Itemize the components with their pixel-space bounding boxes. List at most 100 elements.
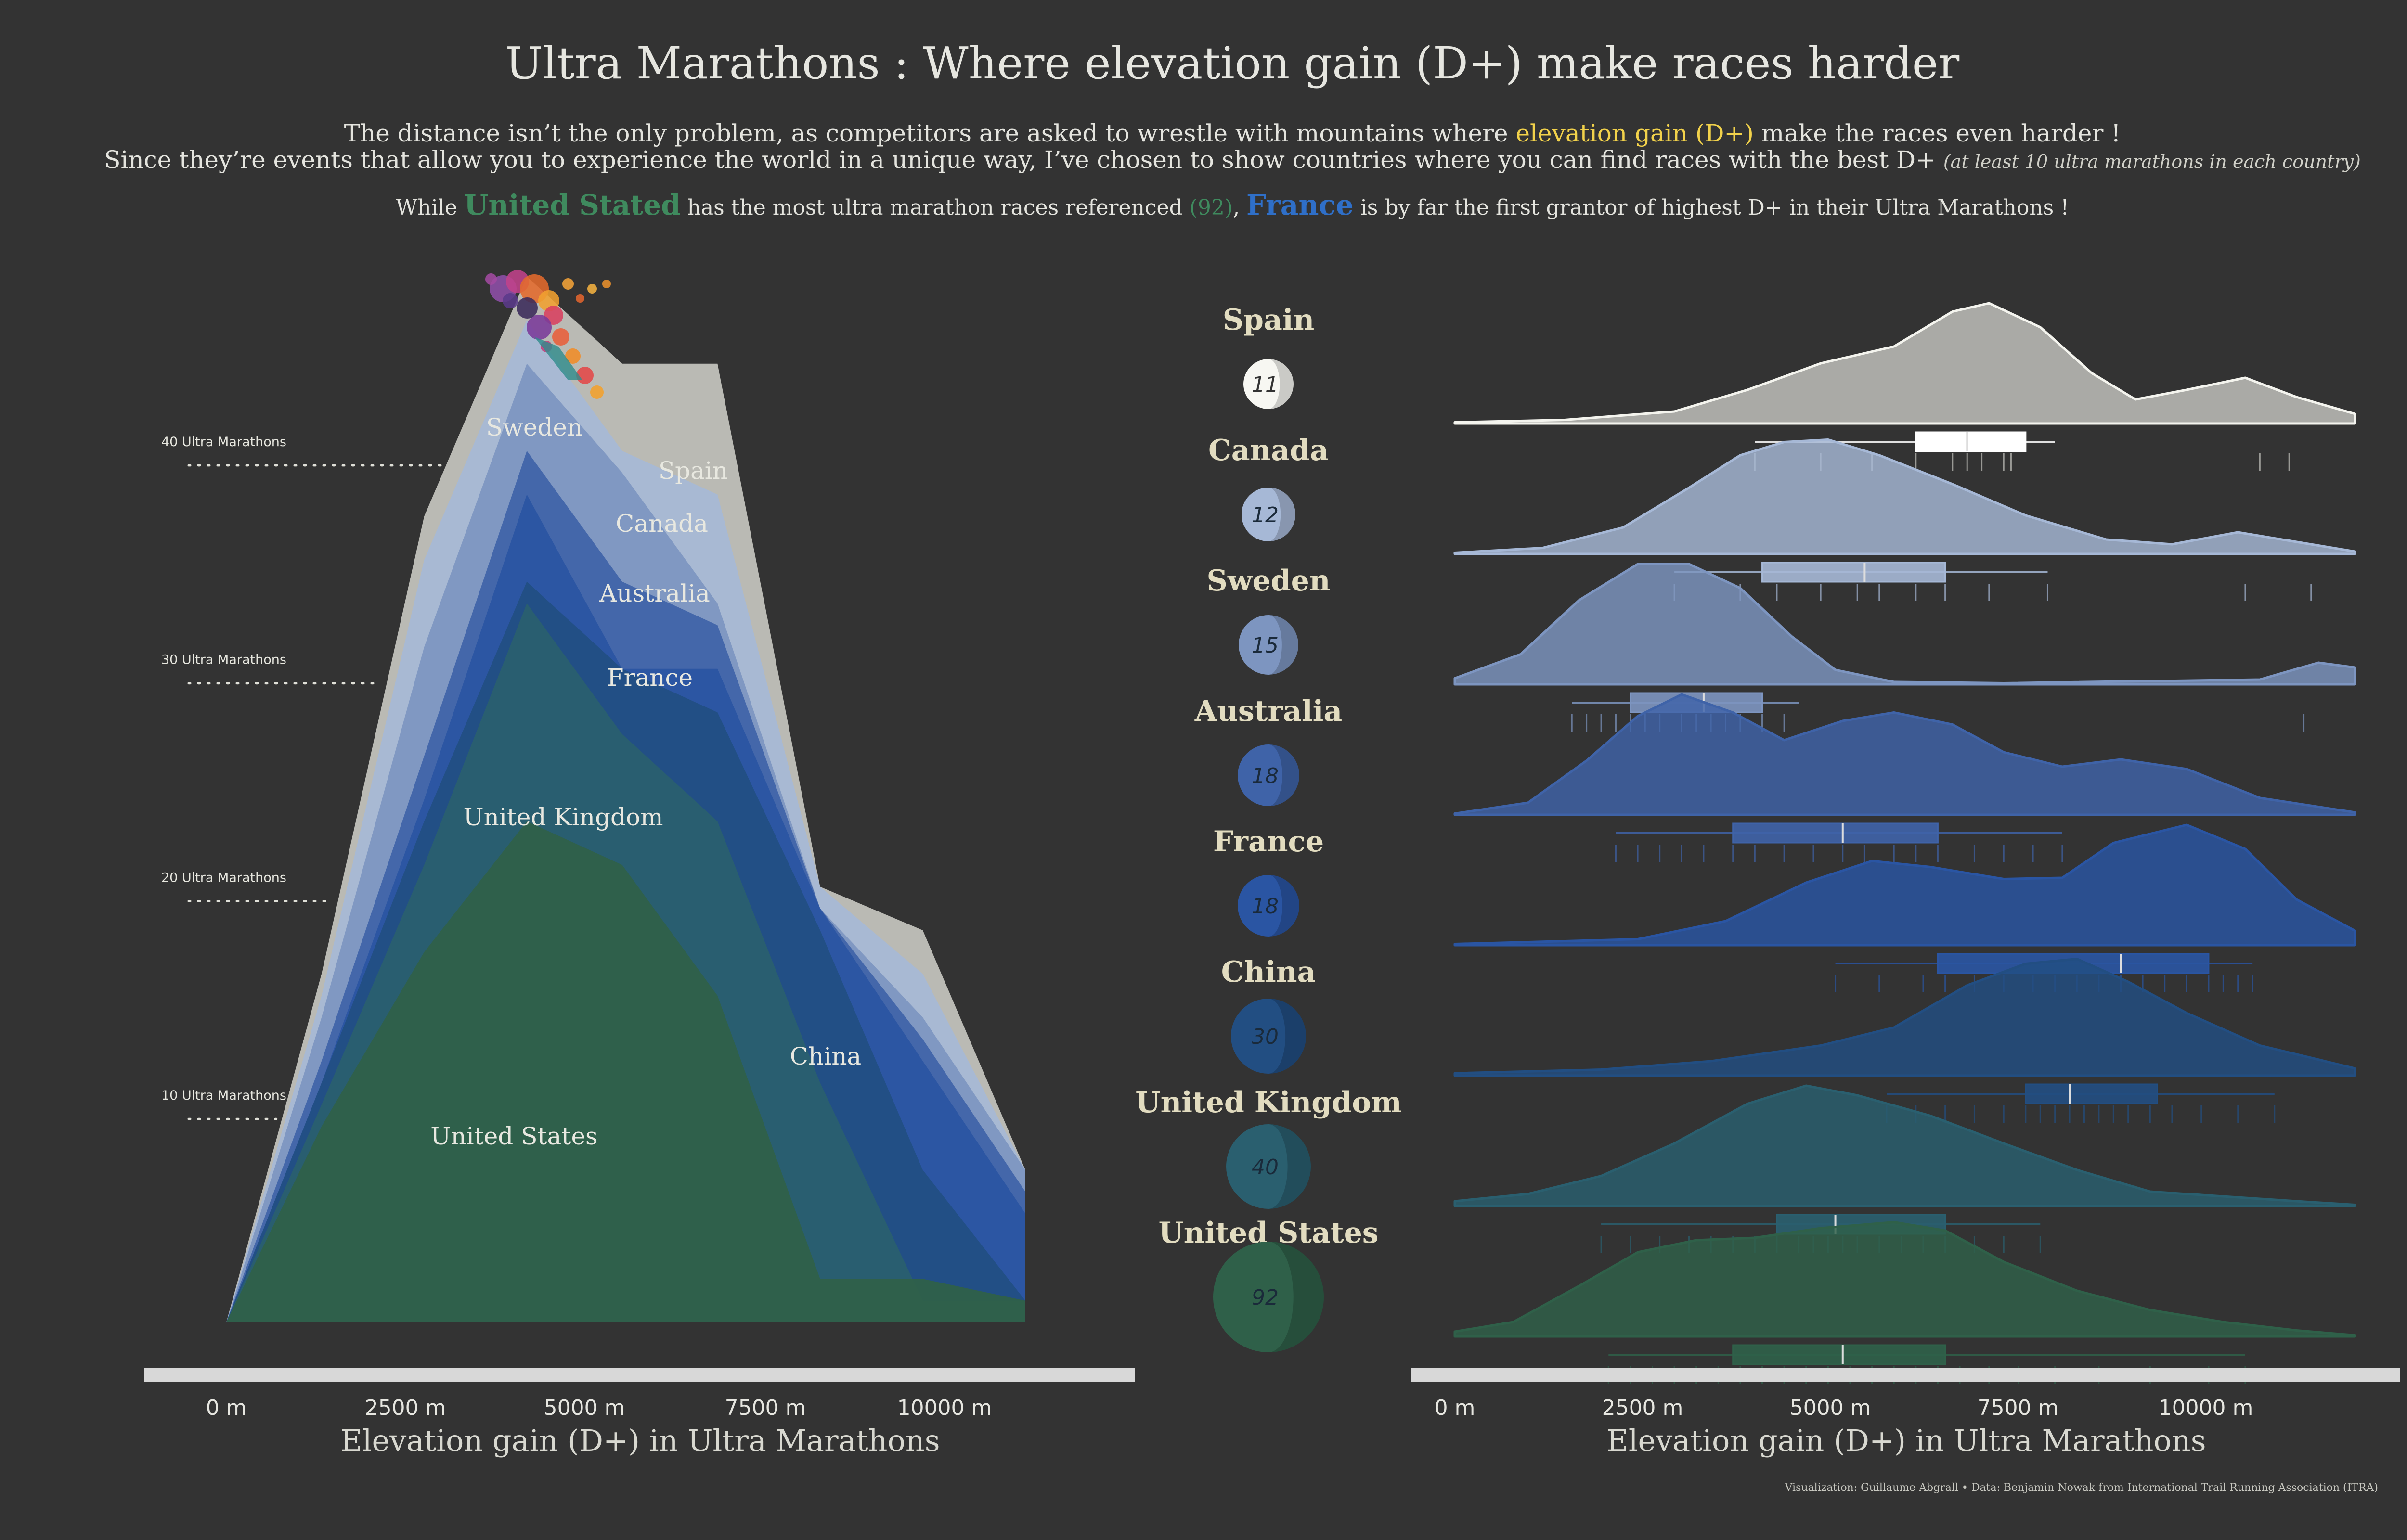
count-bubble-sweden <box>1239 615 1298 675</box>
subtitle-text: Since they’re events that allow you to e… <box>104 146 1943 174</box>
count-label-sweden: 15 <box>1252 633 1279 658</box>
x-tick-label: 2500 m <box>365 1396 446 1420</box>
runner-paint-blob <box>485 273 497 285</box>
label-united-kingdom: United Kingdom <box>464 803 663 831</box>
count-label-australia: 18 <box>1252 764 1279 788</box>
count-bubble-australia <box>1238 744 1299 806</box>
reference-label: 40 Ultra Marathons <box>161 435 286 449</box>
country-title-australia: Australia <box>1194 694 1343 728</box>
country-title-france: France <box>1213 825 1324 859</box>
country-title-canada: Canada <box>1208 434 1329 467</box>
x-tick-label: 10000 m <box>897 1396 992 1420</box>
x-tick-label: 2500 m <box>1602 1396 1683 1420</box>
subtitle-text: has the most ultra marathon races refere… <box>680 195 1190 220</box>
country-title-china: China <box>1221 955 1316 989</box>
runner-paint-blob <box>534 337 582 380</box>
x-axis-bar <box>1411 1368 2400 1382</box>
density-united-kingdom <box>1453 1084 2356 1207</box>
x-axis-title: Elevation gain (D+) in Ultra Marathons <box>340 1423 940 1458</box>
ridgeline-chart: Spain 11 Canada 12 Sweden 15 Australia 18 France… <box>1135 302 2400 1458</box>
count-bubble-shade <box>1268 875 1299 937</box>
count-bubble-china <box>1231 999 1306 1074</box>
subtitle-line-1: The distance isn’t the only problem, as … <box>0 119 2407 147</box>
density-united-states <box>1453 1221 2356 1338</box>
runner-paint-blob <box>590 385 604 399</box>
count-bubble-shade <box>1268 488 1295 541</box>
label-france: France <box>607 664 693 692</box>
density-sweden <box>1453 563 2356 686</box>
count-bubble-canada <box>1242 488 1295 541</box>
runner-paint-blob <box>565 348 581 364</box>
runner-paint-blob <box>562 278 574 290</box>
density-canada <box>1453 438 2356 555</box>
credit-caption: Visualization: Guillaume Abgrall • Data:… <box>1785 1482 2378 1494</box>
count-label-united-kingdom: 40 <box>1252 1155 1279 1180</box>
x-tick-label: 7500 m <box>1978 1396 2059 1420</box>
subtitle-line-2: Since they’re events that allow you to e… <box>0 146 2407 174</box>
runner-paint-blob <box>517 297 538 319</box>
count-label-united-states: 92 <box>1252 1285 1279 1310</box>
reference-label: 30 Ultra Marathons <box>161 653 286 667</box>
label-china: China <box>790 1042 861 1070</box>
density-france <box>1453 823 2356 947</box>
subtitle-note: (at least 10 ultra marathons in each cou… <box>1943 151 2361 172</box>
label-australia: Australia <box>599 579 710 607</box>
subtitle-us-count: (92) <box>1189 195 1233 220</box>
count-bubble-shade <box>1268 615 1298 675</box>
count-bubble-shade <box>1268 744 1299 806</box>
count-label-france: 18 <box>1252 894 1279 919</box>
x-tick-label: 0 m <box>1435 1396 1475 1420</box>
x-axis-title: Elevation gain (D+) in Ultra Marathons <box>1606 1423 2206 1458</box>
density-spain <box>1453 302 2356 425</box>
runner-paint-blob <box>587 284 597 294</box>
country-title-sweden: Sweden <box>1207 564 1331 598</box>
label-sweden: Sweden <box>486 413 582 441</box>
subtitle-highlight-dplus: elevation gain (D+) <box>1515 119 1754 147</box>
x-tick-label: 7500 m <box>725 1396 806 1420</box>
page-title: Ultra Marathons : Where elevation gain (… <box>505 38 1960 89</box>
subtitle-text: While <box>396 195 464 220</box>
count-bubble-france <box>1238 875 1299 937</box>
count-label-spain: 11 <box>1252 372 1279 397</box>
country-title-spain: Spain <box>1223 303 1315 337</box>
density-china <box>1453 958 2356 1077</box>
x-tick-label: 5000 m <box>544 1396 625 1420</box>
subtitle-text: is by far the first grantor of highest D… <box>1353 195 2069 220</box>
subtitle-highlight-france: France <box>1246 189 1354 221</box>
count-bubble-shade <box>1268 1124 1311 1209</box>
count-label-canada: 12 <box>1252 503 1279 527</box>
count-bubble-shade <box>1268 999 1306 1074</box>
runner-paint-blob <box>527 315 552 340</box>
reference-label: 10 Ultra Marathons <box>161 1088 286 1103</box>
subtitle-text: , <box>1233 195 1247 220</box>
boxplot-box-canada <box>1761 562 1946 583</box>
count-bubble-shade <box>1268 359 1294 409</box>
boxplot-box-australia <box>1732 822 1939 844</box>
runner-illustration <box>485 270 611 399</box>
boxplot-box-china <box>2025 1083 2159 1104</box>
count-bubble-united-kingdom <box>1226 1124 1311 1209</box>
boxplot-box-spain <box>1915 431 2027 452</box>
count-bubble-spain <box>1243 359 1294 409</box>
boxplot-box-united-states <box>1732 1344 1946 1365</box>
count-bubble-shade <box>1268 1242 1324 1352</box>
x-tick-label: 10000 m <box>2159 1396 2253 1420</box>
x-tick-label: 5000 m <box>1790 1396 1871 1420</box>
country-title-united-kingdom: United Kingdom <box>1135 1086 1401 1119</box>
runner-paint-blob <box>503 293 518 308</box>
subtitle-text: make the races even harder ! <box>1753 119 2121 147</box>
subtitle-text: The distance isn’t the only problem, as … <box>344 119 1516 147</box>
runner-paint-blob <box>552 328 569 346</box>
area-united-states <box>226 821 1025 1322</box>
count-label-china: 30 <box>1252 1025 1279 1049</box>
label-canada: Canada <box>616 510 708 538</box>
reference-label: 20 Ultra Marathons <box>161 870 286 885</box>
count-bubble-united-states <box>1213 1242 1324 1352</box>
stacked-mountain-chart: United States United Kingdom China France Au… <box>144 276 1135 1458</box>
subtitle-line-3: While United Stated has the most ultra m… <box>0 189 2407 221</box>
density-australia <box>1453 693 2356 816</box>
runner-paint-blob <box>602 280 611 288</box>
x-tick-label: 0 m <box>206 1396 247 1420</box>
x-axis-bar <box>144 1368 1135 1382</box>
